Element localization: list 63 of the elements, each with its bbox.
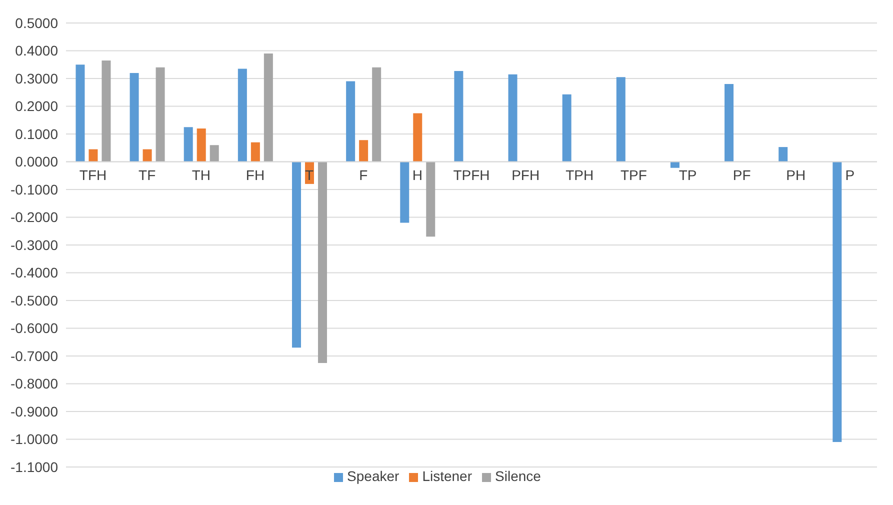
bar: [76, 64, 85, 162]
x-tick-label: TPH: [566, 166, 594, 183]
x-tick-label: TH: [192, 166, 211, 183]
x-tick-label: PF: [732, 166, 751, 183]
x-tick-label: FH: [246, 166, 265, 183]
x-tick-label: TPFH: [453, 166, 490, 183]
bar: [318, 162, 327, 363]
bar: [616, 77, 626, 162]
bar: [88, 149, 98, 162]
x-tick-label: P: [845, 166, 855, 183]
bar: [454, 71, 464, 162]
bar: [130, 72, 139, 162]
legend-label: Silence: [495, 468, 541, 484]
bar: [372, 67, 382, 162]
bar: [184, 127, 193, 162]
y-tick-label: 0.1000: [15, 126, 58, 142]
bar: [562, 94, 572, 162]
y-tick-label: -0.7000: [10, 348, 58, 364]
x-tick-label: TP: [678, 166, 697, 183]
y-tick-label: -0.8000: [10, 376, 58, 392]
x-tick-label: TF: [138, 166, 156, 183]
bar: [292, 162, 301, 348]
bar: [359, 140, 368, 162]
bar: [210, 145, 219, 162]
x-tick-label: H: [412, 166, 422, 183]
bar: [238, 68, 247, 162]
x-tick-label: T: [305, 166, 314, 183]
y-tick-label: -1.0000: [10, 431, 58, 448]
legend-label: Speaker: [347, 468, 400, 484]
bar: [778, 147, 788, 162]
bar: [102, 60, 111, 162]
bar: [508, 74, 518, 162]
bar: [346, 81, 356, 162]
x-tick-label: PH: [786, 166, 806, 183]
x-tick-label: TPF: [620, 166, 647, 183]
bar: [426, 162, 436, 237]
bar: [413, 113, 422, 162]
y-tick-label: -0.9000: [10, 403, 58, 420]
y-tick-label: 0.5000: [15, 14, 58, 31]
y-tick-label: -1.1000: [10, 458, 58, 475]
y-tick-label: -0.2000: [10, 209, 58, 226]
bar: [670, 162, 680, 168]
legend-label: Listener: [422, 468, 472, 484]
x-tick-label: TFH: [79, 166, 107, 183]
y-tick-label: 0.3000: [15, 70, 58, 86]
y-tick-label: -0.4000: [10, 264, 58, 281]
y-tick-label: -0.3000: [10, 236, 58, 253]
bar: [196, 128, 206, 162]
y-tick-label: 0.2000: [15, 98, 58, 114]
bar: [724, 84, 734, 162]
bar: [156, 67, 165, 162]
y-tick-label: 0.0000: [15, 154, 58, 170]
y-tick-label: -0.1000: [10, 181, 58, 198]
bar: [264, 54, 273, 162]
x-tick-label: F: [359, 166, 368, 183]
y-tick-label: 0.4000: [15, 42, 58, 59]
y-tick-label: -0.6000: [10, 320, 58, 336]
bar: [250, 142, 260, 162]
bar: [832, 162, 842, 442]
bar: [142, 149, 152, 162]
bar: [400, 162, 410, 223]
x-tick-label: PFH: [512, 166, 540, 183]
y-tick-label: -0.5000: [10, 292, 58, 308]
